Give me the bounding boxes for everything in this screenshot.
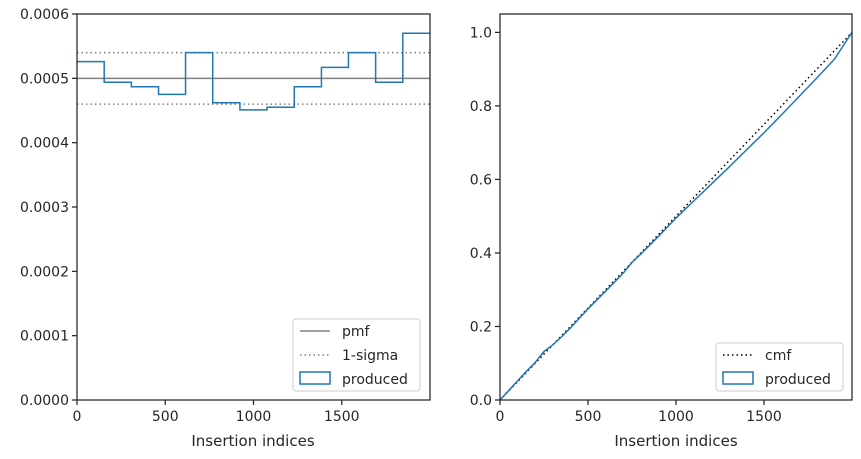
legend-cmf-produced-swatch: [722, 371, 754, 385]
cmf-ytick-label: 0.6: [470, 172, 492, 188]
histogram-xtick-label: 1000: [236, 409, 272, 425]
cmf-ytick-label: 0.0: [470, 393, 492, 409]
cmf-ytick-label: 1.0: [470, 25, 492, 41]
histogram-series-layer: [77, 32, 430, 111]
cmf-xtick-label: 0: [496, 409, 505, 425]
cmf-panel: 0 500 1000 1500 0.0 0.2 0.4 0.6 0.8 1.0 Insertion…: [470, 13, 853, 450]
cmf-series-cmf: [499, 31, 853, 401]
histogram-panel: 0 500 1000 1500 0.0000 0.0001 0.0002 0.0003 0.00…: [20, 7, 431, 450]
cmf-xtick-label: 1000: [658, 409, 694, 425]
cmf-ytick-label: 0.8: [470, 99, 492, 115]
legend-pmf-label: pmf: [342, 324, 371, 340]
cmf-ytick-label: 0.4: [470, 246, 492, 262]
histogram-xtick-label: 0: [73, 409, 82, 425]
histogram-ytick-label: 0.0003: [20, 200, 69, 216]
cmf-series-layer: [499, 31, 853, 401]
cmf-xtick-label: 500: [575, 409, 602, 425]
cmf-xtick-label: 1500: [746, 409, 782, 425]
histogram-ytick-label: 0.0001: [20, 329, 69, 345]
cmf-xlabel: Insertion indices: [614, 432, 737, 450]
legend-produced-label: produced: [342, 372, 408, 388]
cmf-series-produced: [499, 31, 853, 401]
legend-produced-swatch: [299, 371, 331, 385]
cmf-legend-box: [715, 342, 844, 392]
legend-cmf-produced-label: produced: [765, 372, 831, 388]
cmf-ytick-label: 0.2: [470, 319, 492, 335]
histogram-ytick-label: 0.0004: [20, 136, 69, 152]
histogram-ytick-label: 0.0006: [20, 7, 69, 23]
histogram-ytick-label: 0.0000: [20, 393, 69, 409]
histogram-ytick-label: 0.0002: [20, 264, 69, 280]
histogram-xlabel: Insertion indices: [191, 432, 314, 450]
histogram-ytick-label: 0.0005: [20, 71, 69, 87]
legend-cmf-label: cmf: [765, 348, 792, 364]
histogram-xtick-label: 500: [152, 409, 179, 425]
cmf-legend: cmf produced: [715, 342, 844, 392]
cmf-ticks: 0 500 1000 1500 0.0 0.2 0.4 0.6 0.8 1.0: [470, 25, 782, 425]
histogram-legend: pmf 1-sigma produced: [292, 318, 421, 392]
histogram-series-produced: [77, 32, 430, 111]
histogram-xtick-label: 1500: [324, 409, 360, 425]
histogram-legend-box: [292, 318, 421, 392]
legend-1sigma-label: 1-sigma: [342, 348, 398, 364]
histogram-ticks: 0 500 1000 1500 0.0000 0.0001 0.0002 0.0003 0.00…: [20, 7, 360, 425]
